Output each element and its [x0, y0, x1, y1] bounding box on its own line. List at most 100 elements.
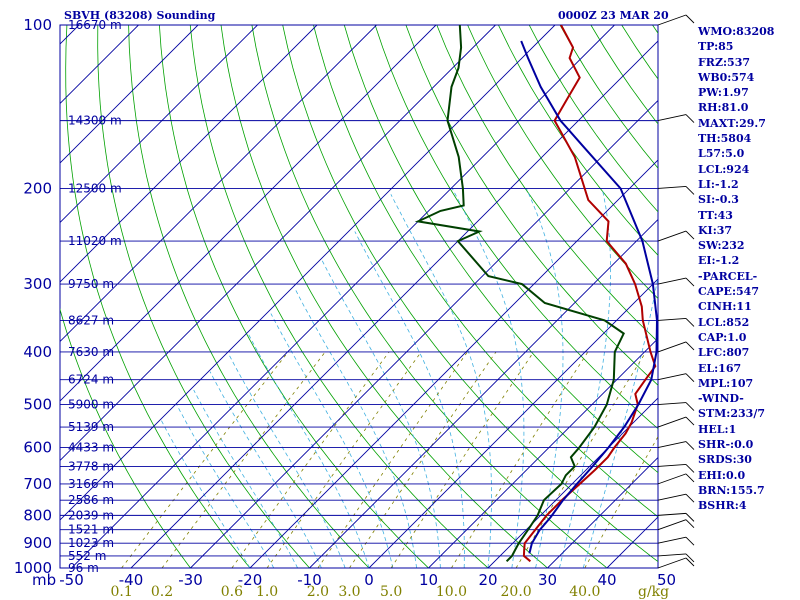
wind-barbs [657, 14, 695, 569]
wind-barb [657, 341, 687, 353]
moist-adiabat [193, 389, 298, 568]
height-label: 16670 m [68, 18, 122, 32]
wind-barb-flag [685, 14, 695, 24]
mixing-ratio-label: 20.0 [501, 584, 532, 600]
height-label: 96 m [68, 561, 99, 575]
mixing-ratio-label: 5.0 [380, 584, 402, 600]
wind-barb-flag [685, 416, 695, 426]
height-label: 2039 m [68, 508, 114, 522]
pressure-tick-label: 200 [23, 179, 52, 197]
wind-barb [657, 277, 687, 285]
wind-barb-flag [685, 473, 695, 483]
mixing-ratio-label: 0.2 [151, 584, 173, 600]
wind-barb-flag [685, 513, 695, 522]
index-row: -PARCEL- [698, 269, 758, 283]
wind-barb [657, 557, 687, 569]
mixing-ratio-label: 2.0 [307, 584, 329, 600]
index-row: LI:-1.2 [698, 177, 739, 191]
pressure-tick-label: 400 [23, 343, 52, 361]
dewpoint-trace [414, 25, 625, 563]
mixing-ratio-label: 0.6 [221, 584, 243, 600]
moist-adiabat [161, 420, 251, 568]
wind-barb-flag [685, 318, 695, 327]
height-label: 12500 m [68, 181, 122, 195]
wind-barb-flag [685, 536, 695, 546]
pressure-tick-label: 600 [23, 439, 52, 457]
moist-adiabat [270, 313, 394, 568]
isotherm [60, 25, 199, 164]
height-label: 2586 m [68, 493, 114, 507]
wind-barb-flag [685, 373, 695, 383]
temperature-trace [522, 25, 657, 563]
sounding-traces [414, 25, 658, 563]
wind-barb [657, 114, 687, 122]
isotherm [547, 456, 658, 568]
isotherm [60, 25, 496, 462]
temperature-tick-label: -30 [178, 571, 203, 589]
moist-adiabat [321, 259, 441, 568]
height-label: 4433 m [68, 441, 114, 455]
index-row: KI:37 [698, 223, 733, 237]
isotherm [60, 25, 377, 343]
height-label: 6724 m [68, 373, 114, 387]
wind-barb [657, 416, 687, 428]
wind-barb-flag [685, 186, 695, 195]
isobars [60, 25, 658, 568]
height-label: 3166 m [68, 477, 114, 491]
isotherm [71, 25, 615, 568]
wind-barb [657, 519, 687, 531]
height-label: 8627 m [68, 313, 114, 327]
wind-barb [657, 512, 687, 516]
temperature-tick-label: 50 [657, 571, 676, 589]
temperature-tick-label: 30 [538, 571, 557, 589]
isotherms [60, 25, 658, 568]
height-label: 11020 m [68, 234, 122, 248]
height-label: 5900 m [68, 398, 114, 412]
index-row: TH:5804 [698, 132, 752, 146]
temperature-tick-label: -40 [119, 571, 144, 589]
temperature-tick-label: 40 [597, 571, 616, 589]
wind-barb-flag [685, 557, 695, 567]
index-row: STM:233/7 [698, 407, 765, 421]
moist-adiabat [582, 274, 658, 568]
index-row: WMO:83208 [698, 25, 775, 38]
height-label: 7630 m [68, 345, 114, 359]
pressure-tick-label: 500 [23, 396, 52, 414]
height-label: 14300 m [68, 114, 122, 128]
temperature-tick-label: 10 [419, 571, 438, 589]
height-label: 1023 m [68, 536, 114, 550]
height-label: 1521 m [68, 523, 114, 537]
temperature-tick-label: 0 [364, 571, 374, 589]
mixing-ratio-label: 1.0 [256, 584, 278, 600]
index-row: BRN:155.7 [698, 483, 765, 497]
wind-barb-flag [685, 277, 695, 287]
station-title: SBVH (83208) Sounding [64, 9, 216, 22]
wind-barb-flag [685, 230, 695, 240]
index-row: SW:232 [698, 239, 745, 253]
index-row: MPL:107 [698, 376, 754, 390]
isotherm [249, 159, 658, 568]
x-corner-label: mb [32, 571, 56, 589]
isotherm [130, 40, 658, 568]
height-label: 3778 m [68, 459, 114, 473]
index-row: MAXT:29.7 [698, 116, 766, 130]
mixing-ratio-label: 10.0 [436, 584, 467, 600]
wind-barb-flag [685, 519, 695, 528]
index-row: EL:167 [698, 361, 742, 375]
sounding-time: 0000Z 23 MAR 20 [558, 9, 669, 22]
wind-barb [657, 493, 687, 501]
moist-adiabat [228, 354, 346, 568]
wind-barb [657, 317, 687, 321]
pressure-tick-label: 1000 [14, 559, 52, 577]
temperature-tick-label: -50 [59, 571, 84, 589]
wind-barb-flag [685, 464, 695, 473]
wind-barb-flag [685, 114, 695, 123]
index-row: TT:43 [698, 208, 733, 222]
wind-barb-flag [685, 553, 695, 563]
wind-barb [657, 402, 687, 405]
height-label: 552 m [68, 549, 106, 563]
isotherm [309, 218, 658, 568]
mixing-ratio-unit: g/kg [638, 584, 669, 600]
